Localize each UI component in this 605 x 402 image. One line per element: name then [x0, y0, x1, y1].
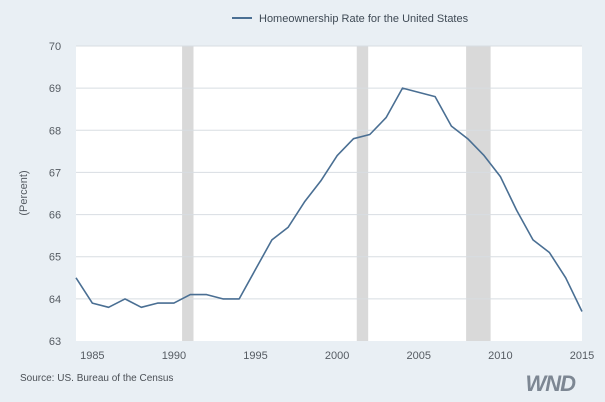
y-tick-label: 63 [49, 336, 61, 348]
x-tick-label: 1990 [162, 350, 186, 362]
recession-bands [182, 46, 491, 341]
x-tick-label: 1985 [80, 350, 104, 362]
x-tick-label: 2000 [325, 350, 349, 362]
data-point [581, 310, 583, 312]
data-point [532, 239, 534, 241]
y-tick-label: 70 [49, 41, 61, 53]
legend[interactable]: Homeownership Rate for the United States [232, 13, 469, 25]
gridlines [76, 45, 582, 300]
data-point [75, 277, 77, 279]
data-point [418, 91, 420, 93]
data-point [189, 293, 191, 295]
data-point [483, 154, 485, 156]
recession-band [356, 46, 369, 341]
x-axis-ticks: 1985 1990 1995 2000 2005 2010 2015 [80, 350, 594, 362]
y-tick-label: 69 [49, 83, 61, 95]
data-point [548, 251, 550, 253]
data-point [450, 125, 452, 127]
data-point [173, 302, 175, 304]
data-point [467, 138, 469, 140]
data-point [205, 293, 207, 295]
data-point [107, 306, 109, 308]
data-point [564, 277, 566, 279]
data-point [271, 239, 273, 241]
recession-band [466, 46, 491, 341]
data-point [91, 302, 93, 304]
x-tick-label: 2015 [570, 350, 594, 362]
y-axis-label: (Percent) [18, 170, 30, 215]
data-point [434, 95, 436, 97]
data-point [499, 175, 501, 177]
y-tick-label: 66 [49, 210, 61, 222]
x-tick-label: 2005 [407, 350, 431, 362]
data-point [320, 180, 322, 182]
x-tick-label: 1995 [243, 350, 267, 362]
wnd-logo: WND [525, 371, 576, 396]
y-axis-ticks: 63 64 65 66 67 68 69 70 [49, 41, 61, 348]
data-point [140, 306, 142, 308]
data-point [287, 226, 289, 228]
data-point [369, 133, 371, 135]
series-line [75, 87, 583, 312]
data-point [516, 209, 518, 211]
x-tick-label: 2010 [488, 350, 512, 362]
data-point [336, 154, 338, 156]
data-point [303, 201, 305, 203]
data-point [352, 138, 354, 140]
data-point [238, 298, 240, 300]
y-tick-label: 65 [49, 252, 61, 264]
data-point [385, 116, 387, 118]
data-point [254, 268, 256, 270]
source-note: Source: US. Bureau of the Census [20, 373, 174, 384]
data-point [222, 298, 224, 300]
recession-band [182, 46, 194, 341]
y-tick-label: 64 [49, 294, 61, 306]
data-point [156, 302, 158, 304]
data-point [124, 298, 126, 300]
legend-label: Homeownership Rate for the United States [259, 13, 469, 25]
plot-area [76, 46, 582, 341]
y-tick-label: 68 [49, 125, 61, 137]
data-point [401, 87, 403, 89]
series-layer [75, 87, 583, 312]
y-tick-label: 67 [49, 167, 61, 179]
